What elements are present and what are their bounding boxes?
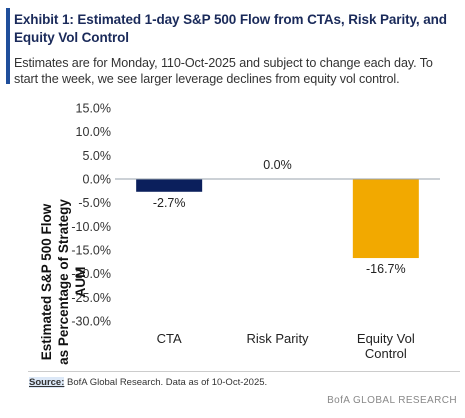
bar	[352, 179, 419, 259]
y-tick-label: -10.0%	[71, 220, 111, 234]
x-category-label: CTA	[157, 331, 182, 346]
y-tick-label: 5.0%	[83, 149, 112, 163]
y-tick-label: -5.0%	[78, 196, 111, 210]
bar-chart: 15.0% 10.0% 5.0% 0.0% -5.0% -10.0% -15.0% -20.0…	[71, 102, 440, 361]
y-tick-label: -25.0%	[71, 291, 111, 305]
x-category-label: Equity Vol Control	[357, 331, 415, 361]
exhibit-subtitle: Estimates are for Monday, 110-Oct-2025 a…	[14, 56, 433, 86]
source-label: Source:	[29, 377, 65, 388]
source-text: BofA Global Research. Data as of 10-Oct-…	[64, 377, 268, 388]
exhibit-title: Exhibit 1: Estimated 1-day S&P 500 Flow …	[14, 12, 447, 45]
y-tick-label: -20.0%	[71, 267, 111, 281]
data-label: -16.7%	[366, 262, 406, 276]
y-tick-label: -15.0%	[71, 244, 111, 258]
source-note: Source: BofA Global Research. Data as of…	[29, 377, 267, 388]
data-label: 0.0%	[263, 158, 292, 172]
brand-footer: BofA GLOBAL RESEARCH	[327, 395, 457, 406]
y-tick-label: 10.0%	[76, 125, 111, 139]
y-axis-title: Estimated S&P 500 Flow as Percentage of …	[39, 199, 88, 365]
bar	[136, 179, 203, 192]
data-label: -2.7%	[153, 196, 186, 210]
x-category-label: Risk Parity	[246, 331, 309, 346]
title-accent-bar	[6, 8, 10, 84]
y-tick-label: 15.0%	[76, 102, 111, 116]
footer-divider	[28, 371, 460, 372]
chart-area: 15.0% 10.0% 5.0% 0.0% -5.0% -10.0% -15.0% -20.0…	[0, 96, 465, 366]
y-tick-label: 0.0%	[83, 173, 112, 187]
y-tick-label: -30.0%	[71, 315, 111, 329]
